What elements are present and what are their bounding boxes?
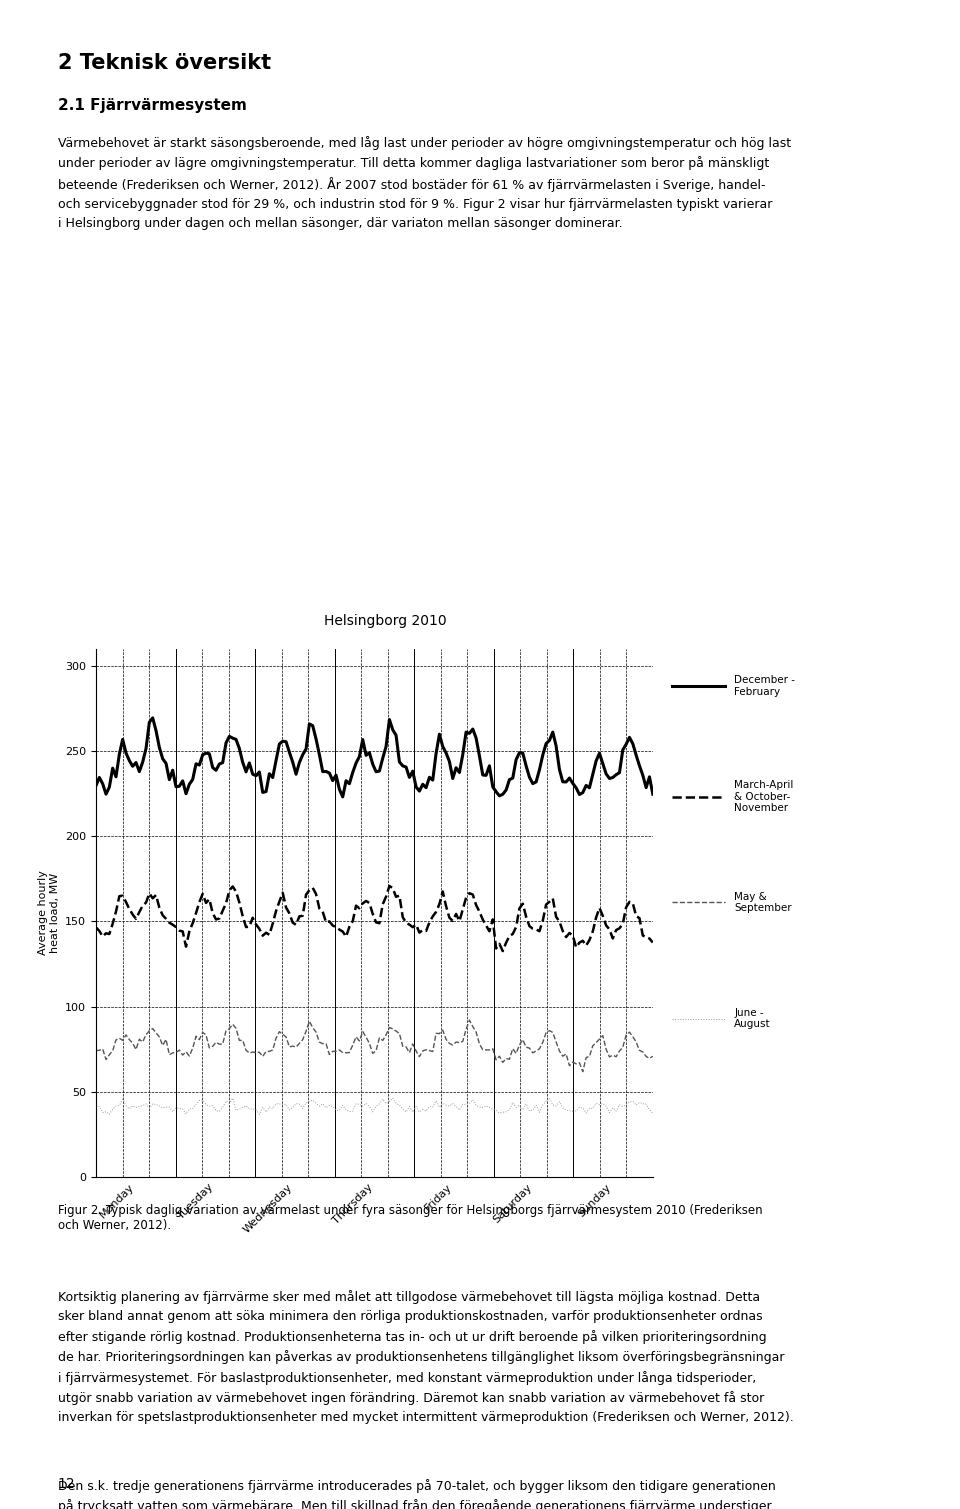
March-April
& October-
November	[647, 934, 659, 952]
December -
February	[647, 785, 659, 803]
Text: December -
February: December - February	[734, 675, 796, 697]
Line: March-April
& October-
November: March-April & October- November	[96, 886, 653, 951]
Text: June -
August: June - August	[734, 1008, 771, 1029]
Text: Kortsiktig planering av fjärrvärme sker med målet att tillgodose värmebehovet ti: Kortsiktig planering av fjärrvärme sker …	[58, 1290, 793, 1424]
June -
August	[410, 1097, 421, 1115]
June -
August	[537, 1096, 548, 1114]
May &
September	[464, 1011, 475, 1029]
May &
September	[537, 1034, 548, 1052]
Text: 2 Teknisk översikt: 2 Teknisk översikt	[58, 53, 271, 72]
March-April
& October-
November	[410, 916, 421, 934]
December -
February	[423, 768, 435, 786]
May &
September	[280, 1028, 292, 1046]
March-April
& October-
November	[190, 904, 202, 922]
May &
September	[190, 1028, 202, 1046]
Text: Helsingborg 2010: Helsingborg 2010	[324, 614, 446, 628]
March-April
& October-
November	[251, 916, 262, 934]
December -
February	[337, 788, 348, 806]
Text: March-April
& October-
November: March-April & October- November	[734, 780, 794, 813]
May &
September	[577, 1062, 588, 1080]
December -
February	[147, 709, 158, 727]
March-April
& October-
November	[540, 895, 552, 913]
Text: 2.1 Fjärrvärmesystem: 2.1 Fjärrvärmesystem	[58, 98, 247, 113]
Text: Värmebehovet är starkt säsongsberoende, med låg last under perioder av högre omg: Värmebehovet är starkt säsongsberoende, …	[58, 136, 791, 231]
June -
August	[283, 1102, 295, 1120]
December -
February	[414, 782, 425, 800]
March-April
& October-
November	[497, 942, 509, 960]
Line: December -
February: December - February	[96, 718, 653, 797]
June -
August	[90, 1097, 102, 1115]
December -
February	[90, 777, 102, 795]
Text: Figur 2. Typisk daglig variation av värmelast under fyra säsonger för Helsingbor: Figur 2. Typisk daglig variation av värm…	[58, 1204, 762, 1233]
Text: Den s.k. tredje generationens fjärrvärme introducerades på 70-talet, och bygger : Den s.k. tredje generationens fjärrvärme…	[58, 1479, 791, 1509]
March-April
& October-
November	[420, 922, 432, 940]
June -
August	[251, 1100, 262, 1118]
December -
February	[540, 735, 552, 753]
December -
February	[253, 764, 265, 782]
December -
February	[194, 756, 205, 774]
Line: May &
September: May & September	[96, 1020, 653, 1071]
June -
August	[253, 1105, 265, 1123]
Line: June -
August: June - August	[96, 1099, 653, 1114]
May &
September	[90, 1041, 102, 1059]
June -
August	[190, 1096, 202, 1114]
June -
August	[543, 1089, 555, 1108]
March-April
& October-
November	[90, 919, 102, 937]
May &
September	[251, 1043, 262, 1061]
Y-axis label: Average hourly
heat load, MW: Average hourly heat load, MW	[38, 871, 60, 955]
March-April
& October-
November	[384, 877, 396, 895]
May &
September	[407, 1035, 419, 1053]
March-April
& October-
November	[280, 898, 292, 916]
December -
February	[283, 742, 295, 761]
May &
September	[417, 1041, 428, 1059]
June -
August	[420, 1102, 432, 1120]
Text: 12: 12	[58, 1477, 75, 1491]
June -
August	[647, 1105, 659, 1123]
May &
September	[647, 1047, 659, 1065]
Text: May &
September: May & September	[734, 892, 792, 913]
